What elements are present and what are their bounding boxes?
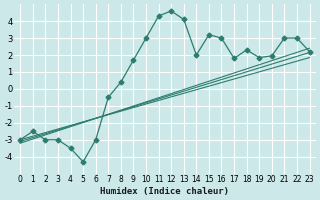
X-axis label: Humidex (Indice chaleur): Humidex (Indice chaleur) bbox=[100, 187, 229, 196]
